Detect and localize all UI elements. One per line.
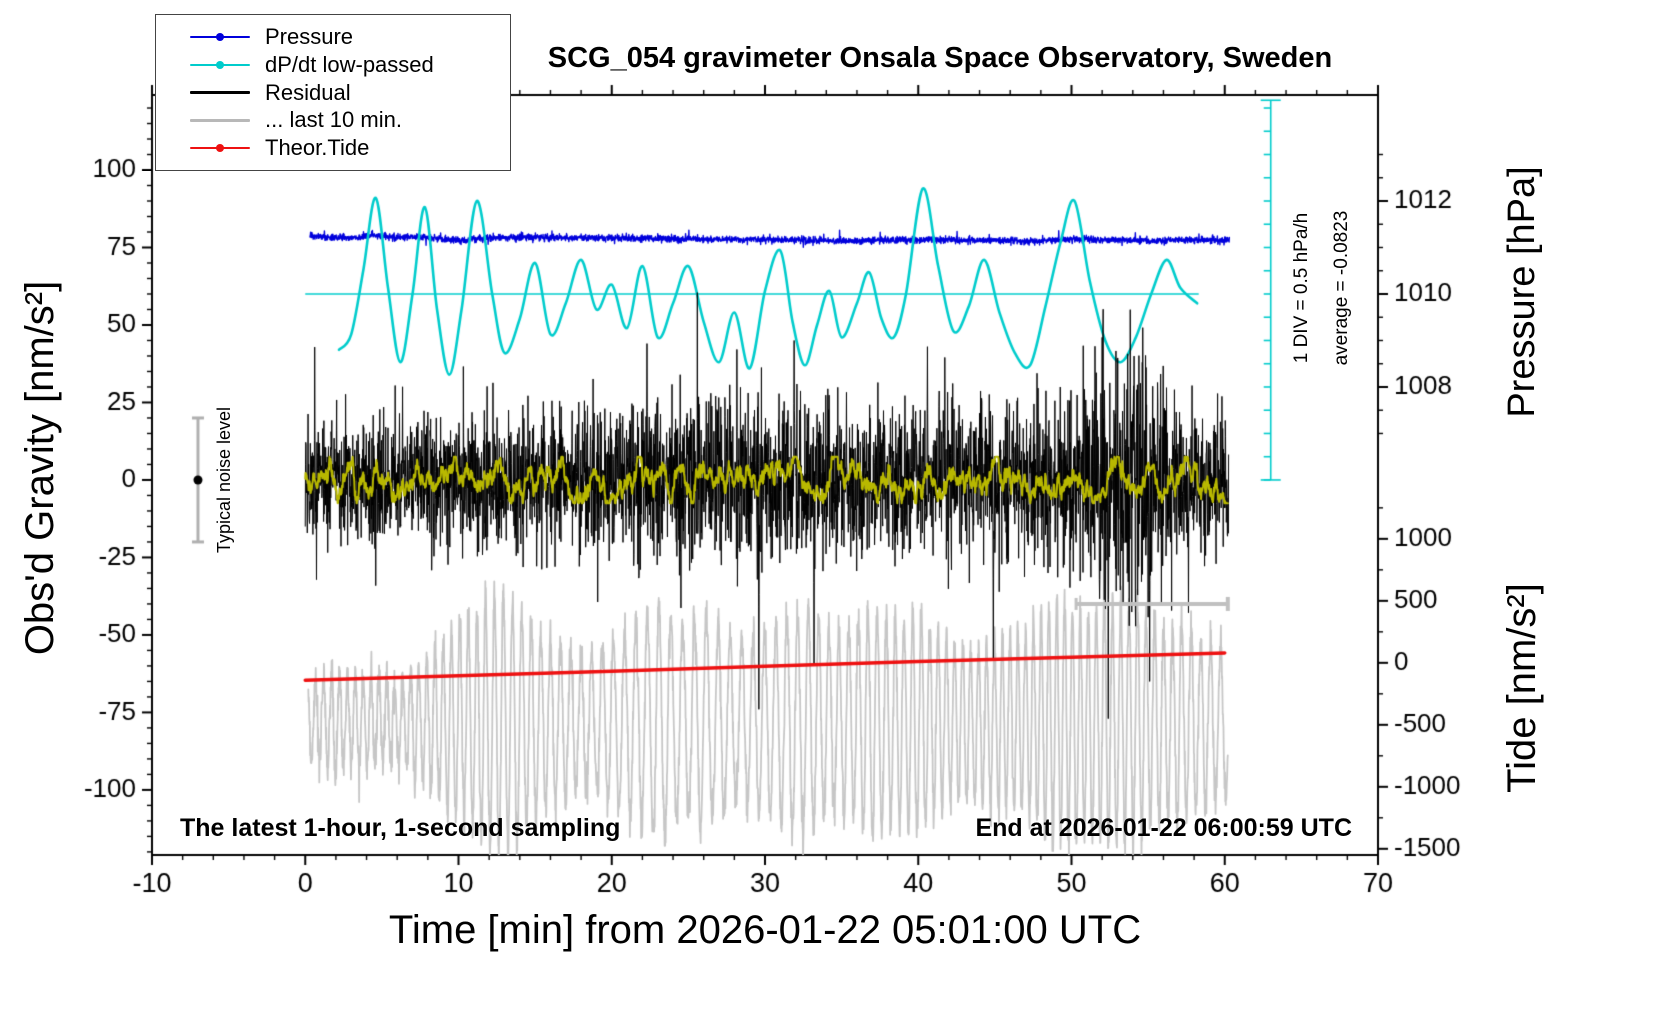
chart-title: SCG_054 gravimeter Onsala Space Observat… [547,42,1333,74]
legend-label-residual: Residual [265,79,351,105]
legend-item-tide: Theor.Tide [190,136,510,160]
legend-marker-icon-tide [216,144,224,152]
legend-label-tide: Theor.Tide [265,135,370,160]
legend-line-icon-dpdt [190,60,250,69]
legend-label-last10: ... last 10 min. [265,107,402,133]
legend-marker-icon-dpdt [216,60,224,69]
legend: Pressure dP/dt low-passed Residual... last… [155,14,511,171]
legend-line-icon-last10 [190,119,250,122]
x-axis-label: Time [min] from 2026-01-22 05:01:00 UTC [388,908,1142,952]
y-axis-label-tide: Tide [nm/s²] [1500,583,1544,793]
end-time-note: End at 2026-01-22 06:00:59 UTC [975,814,1352,842]
sampling-note: The latest 1-hour, 1-second sampling [180,814,621,842]
legend-label-dpdt: dP/dt low-passed [265,51,434,77]
legend-item-last10: ... last 10 min. [190,108,510,132]
legend-item-pressure: Pressure [190,25,510,49]
legend-label-pressure: Pressure [265,24,354,49]
legend-item-residual: Residual [190,79,510,105]
legend-line-icon-pressure [190,33,250,41]
y-axis-label-gravity: Obs'd Gravity [nm/s²] [18,280,62,656]
y-axis-label-pressure: Pressure [hPa] [1501,166,1543,418]
legend-line-icon-residual [190,91,250,94]
noise-level-note: Typical noise level [214,406,234,554]
legend-marker-icon-pressure [216,33,224,41]
average-note: average = -0.0823 [1331,210,1352,366]
legend-item-dpdt: dP/dt low-passed [190,51,510,77]
legend-line-icon-tide [190,144,250,152]
div-scale-note: 1 DIV = 0.5 hPa/h [1291,212,1312,364]
